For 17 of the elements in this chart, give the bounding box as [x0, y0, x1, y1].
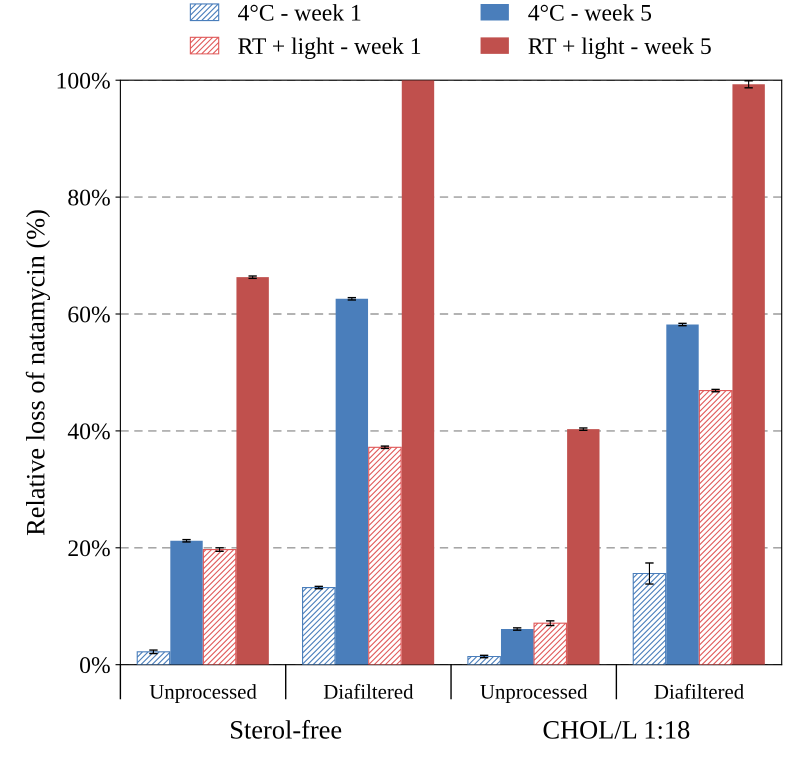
text: CHOL/L 1:18 — [544, 720, 690, 739]
x-tick-label: Unprocessed — [150, 684, 257, 704]
x-tick-label: Unprocessed — [480, 684, 588, 704]
y-tick-label: 20% — [68, 540, 110, 556]
legend-label: RT + light - week 1 — [238, 37, 420, 59]
y-tick-label: 0% — [80, 657, 110, 674]
x-tick-label: Diafiltered — [654, 684, 744, 699]
text: Sterol-free — [231, 720, 342, 739]
x-tick-label: Diafiltered — [324, 684, 414, 699]
y-axis-title: Relative loss of natamycin (%) — [26, 210, 50, 536]
legend-label: 4°C - week 1 — [238, 4, 360, 21]
y-tick-label: 80% — [68, 190, 110, 206]
legend-label: RT + light - week 5 — [528, 37, 711, 59]
y-tick-label: 40% — [68, 423, 110, 440]
legend-label: 4°C - week 5 — [528, 4, 652, 21]
y-tick-label: 100% — [58, 72, 110, 89]
y-tick-label: 60% — [68, 306, 110, 323]
